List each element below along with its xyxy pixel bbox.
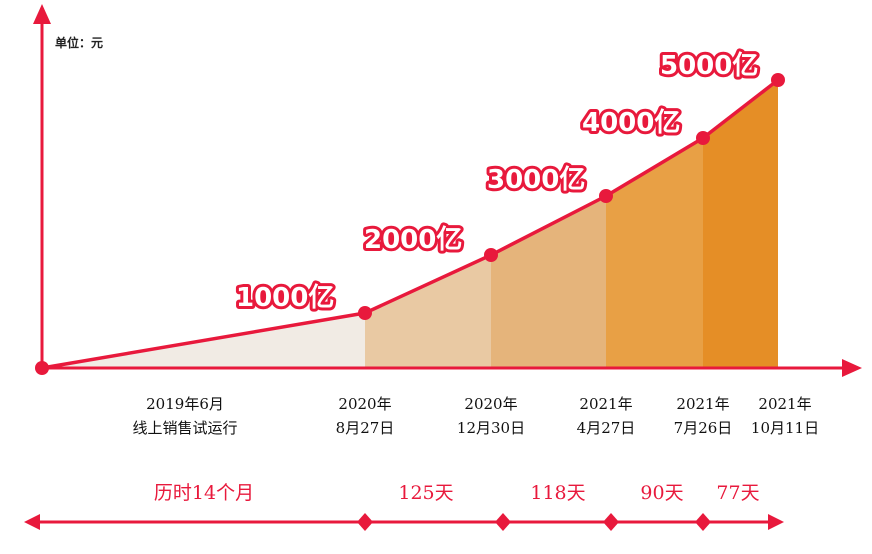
growth-line [35, 73, 785, 375]
x-tick-label: 线上销售试运行 [132, 419, 237, 437]
timeline-right-arrow [768, 514, 784, 530]
growth-polyline [41, 78, 780, 370]
data-point [696, 131, 710, 145]
x-tick-label: 7月26日 [674, 419, 733, 437]
data-point [484, 248, 498, 262]
unit-label: 单位：元 [55, 35, 103, 50]
data-point [771, 73, 785, 87]
area-segment [491, 196, 606, 368]
x-tick-label: 2021年 [758, 395, 811, 413]
x-axis-arrow [842, 359, 862, 377]
data-point [358, 306, 372, 320]
x-tick-label: 2019年6月 [146, 395, 224, 413]
timeline-marker [495, 513, 511, 531]
x-tick-label: 4月27日 [577, 419, 636, 437]
value-label: 3000亿 [487, 165, 585, 195]
y-axis-arrow [33, 4, 51, 24]
x-tick-label: 12月30日 [457, 419, 525, 437]
area-segment [365, 255, 491, 368]
duration-label: 118天 [530, 482, 585, 504]
value-labels: 1000亿 2000亿 3000亿 4000亿 5000亿 [233, 48, 761, 316]
value-label: 4000亿 [582, 108, 680, 138]
x-tick-label: 2020年 [338, 395, 391, 413]
duration-label: 77天 [716, 482, 759, 504]
timeline-marker [357, 513, 373, 531]
duration-label: 历时14个月 [154, 482, 254, 504]
axes [33, 4, 862, 377]
value-label: 2000亿 [364, 225, 462, 255]
duration-timeline: 历时14个月 125天 118天 90天 77天 [24, 482, 784, 531]
duration-label: 90天 [640, 482, 683, 504]
timeline-marker [695, 513, 711, 531]
value-label: 1000亿 [236, 283, 334, 313]
area-segment [606, 138, 703, 368]
x-tick-label: 2021年 [676, 395, 729, 413]
x-tick-label: 2021年 [579, 395, 632, 413]
area-segment [703, 80, 778, 368]
value-label: 5000亿 [660, 51, 758, 81]
area-segments [42, 80, 778, 368]
data-point [35, 361, 49, 375]
timeline-marker [603, 513, 619, 531]
x-tick-label: 10月11日 [751, 419, 819, 437]
x-tick-label: 2020年 [464, 395, 517, 413]
duration-label: 125天 [398, 482, 453, 504]
x-tick-label: 8月27日 [336, 419, 395, 437]
data-point [599, 189, 613, 203]
timeline-left-arrow [24, 514, 40, 530]
